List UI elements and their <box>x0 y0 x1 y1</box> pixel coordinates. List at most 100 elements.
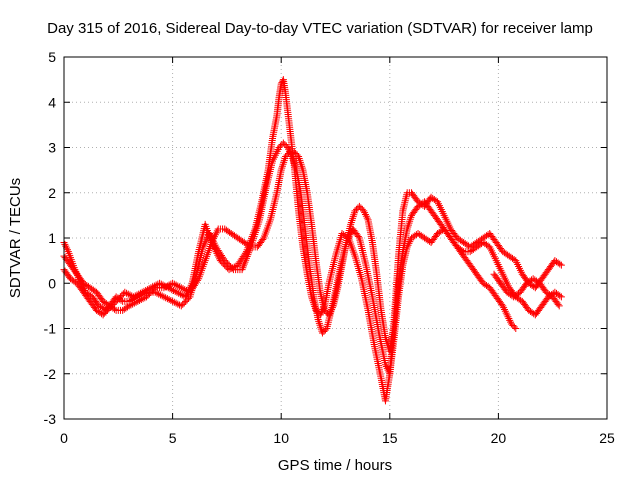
data-point-trace <box>162 283 170 291</box>
data-point-trace <box>501 307 509 315</box>
data-point-trace <box>382 363 390 371</box>
data-point-trace <box>278 164 286 172</box>
data-point <box>503 311 511 319</box>
data-point-trace <box>183 296 191 304</box>
x-tick-label: 5 <box>169 430 177 446</box>
x-tick-label: 10 <box>273 430 289 446</box>
y-tick-label: 5 <box>48 49 56 65</box>
y-axis-label: SDTVAR / TECUs <box>7 178 24 298</box>
data-point <box>169 279 177 287</box>
x-tick-label: 0 <box>60 430 68 446</box>
data-point <box>290 148 298 156</box>
series-4 <box>490 270 563 310</box>
data-point-trace <box>180 299 188 307</box>
data-point-trace <box>165 296 173 304</box>
y-tick-label: -3 <box>44 411 57 427</box>
data-point-trace <box>505 315 513 323</box>
data-point-trace <box>144 291 152 299</box>
data-point <box>512 325 520 332</box>
data-point-trace <box>383 364 391 372</box>
data-point-trace <box>279 160 287 168</box>
data-point <box>173 288 181 296</box>
data-point-trace <box>322 308 330 316</box>
data-point-trace <box>347 218 355 226</box>
data-point <box>381 361 389 369</box>
data-point-trace <box>405 219 413 227</box>
data-point-trace <box>176 283 184 291</box>
data-point-trace <box>316 321 324 329</box>
data-point-trace <box>98 304 106 312</box>
data-point <box>355 202 363 210</box>
data-point <box>143 293 151 301</box>
data-point-trace <box>156 291 164 299</box>
data-point <box>160 284 168 292</box>
axis-ticks: 0 5 10 15 20 25 -3 -2 -1 0 1 2 3 4 5 <box>44 49 615 446</box>
y-tick-label: -1 <box>44 321 57 337</box>
x-tick-label: 20 <box>491 430 507 446</box>
data-point-trace <box>321 326 329 334</box>
data-point-trace <box>315 319 323 327</box>
data-point-trace <box>110 305 118 313</box>
data-point-trace <box>129 300 137 308</box>
data-point-trace <box>145 290 153 298</box>
data-point-trace <box>172 299 180 307</box>
data-point-trace <box>137 296 145 304</box>
data-point-trace <box>357 204 365 212</box>
data-point-trace <box>291 160 299 168</box>
data-point-trace <box>150 285 158 293</box>
data-point-trace <box>348 217 356 225</box>
data-point-trace <box>169 286 177 294</box>
data-point-trace <box>117 296 125 304</box>
data-point <box>169 297 177 305</box>
data-point-trace <box>361 210 369 218</box>
data-point <box>284 144 292 151</box>
data-point-trace <box>127 301 135 309</box>
data-point-trace <box>500 304 508 312</box>
data-point-trace <box>148 287 156 295</box>
data-point-trace <box>245 242 253 250</box>
data-point-trace <box>328 305 336 313</box>
data-point <box>121 288 129 296</box>
data-point <box>499 302 507 310</box>
data-point-trace <box>554 300 562 308</box>
data-point-trace <box>361 209 369 217</box>
chart-title: Day 315 of 2016, Sidereal Day-to-day VTE… <box>47 20 593 37</box>
data-point-trace <box>136 296 144 304</box>
data-point-trace <box>259 236 267 244</box>
data-point-trace <box>155 290 163 298</box>
data-point-trace <box>163 282 171 290</box>
y-tick-label: -2 <box>44 366 57 382</box>
data-point <box>275 144 283 151</box>
data-point <box>557 261 565 269</box>
data-point-trace <box>349 213 357 221</box>
data-point-trace <box>170 298 178 306</box>
data-point <box>351 207 359 215</box>
data-point-trace <box>509 321 517 329</box>
data-point-trace <box>194 276 202 284</box>
data-point-trace <box>61 240 69 248</box>
data-point-trace <box>227 263 235 271</box>
y-tick-label: 2 <box>48 185 56 201</box>
data-point-trace <box>506 316 514 324</box>
data-point-trace <box>326 309 334 317</box>
data-point <box>360 207 368 215</box>
data-point-trace <box>158 292 166 300</box>
data-point-trace <box>163 295 171 303</box>
x-tick-label: 15 <box>382 430 398 446</box>
data-point <box>160 293 168 301</box>
data-point-trace <box>150 282 158 290</box>
data-points <box>60 76 565 405</box>
data-point-trace <box>283 151 291 159</box>
data-point <box>134 297 142 305</box>
data-point <box>325 311 333 319</box>
data-point-trace <box>298 162 306 170</box>
data-point <box>321 306 329 314</box>
data-point-trace <box>130 299 138 307</box>
y-tick-label: 1 <box>48 230 56 246</box>
data-point-trace <box>349 215 357 223</box>
data-point-trace <box>504 313 512 321</box>
data-point-trace <box>284 150 292 158</box>
data-point-trace <box>292 150 300 158</box>
data-point-trace <box>297 160 305 168</box>
data-point <box>177 284 185 292</box>
